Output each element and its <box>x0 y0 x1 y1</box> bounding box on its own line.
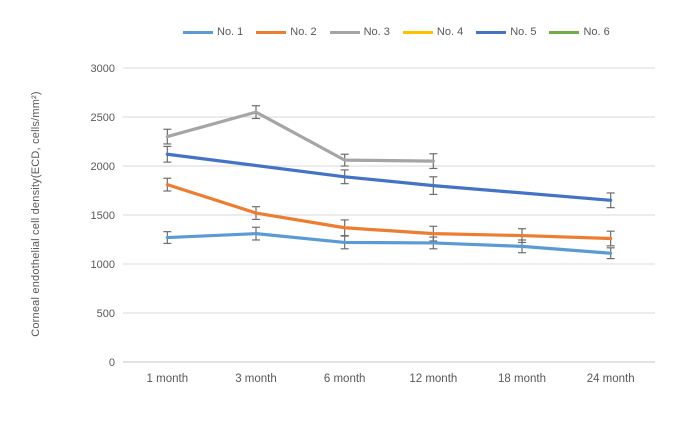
series-line-no-3 <box>165 110 435 163</box>
y-tick-label: 1500 <box>91 210 115 222</box>
legend-line-swatch <box>476 30 507 34</box>
y-tick-label: 3000 <box>91 63 115 75</box>
y-tick-label: 2000 <box>91 161 115 173</box>
legend-line-swatch <box>329 30 360 34</box>
legend-line-swatch <box>183 30 213 34</box>
legend-line-swatch <box>256 30 287 34</box>
series-line-no-2 <box>165 183 613 241</box>
legend-item-no-4: No. 4 <box>402 26 464 38</box>
x-tick-label: 12 month <box>409 373 457 385</box>
y-tick-label: 0 <box>109 357 115 369</box>
legend-item-no-1: No. 1 <box>183 26 243 38</box>
x-tick-label: 6 month <box>324 373 366 385</box>
legend-item-no-5: No. 5 <box>476 26 536 38</box>
legend-line-swatch <box>402 30 433 34</box>
x-tick-label: 18 month <box>498 373 546 385</box>
legend-label: No. 4 <box>436 26 464 38</box>
x-tick-label: 1 month <box>147 373 189 385</box>
x-tick-label: 24 month <box>587 373 635 385</box>
x-tick-label: 3 month <box>235 373 277 385</box>
legend-label: No. 1 <box>217 26 244 38</box>
legend-label: No. 2 <box>290 26 317 38</box>
legend-line-swatch <box>549 30 580 34</box>
y-tick-label: 500 <box>97 308 115 320</box>
legend-label: No. 3 <box>363 26 390 38</box>
legend-item-no-3: No. 3 <box>329 26 390 38</box>
legend-item-no-2: No. 2 <box>256 26 317 38</box>
chart-legend: No. 1 No. 2 No. 3 No. 4 No. 5 No. 6 <box>183 26 610 38</box>
legend-label: No. 5 <box>510 26 537 38</box>
legend-label: No. 6 <box>583 26 610 38</box>
y-tick-label: 2500 <box>91 112 115 124</box>
legend-item-no-6: No. 6 <box>549 26 610 38</box>
y-tick-label: 1000 <box>91 259 115 271</box>
series-line-no-5 <box>165 152 613 202</box>
series-line-no-1 <box>165 232 613 255</box>
